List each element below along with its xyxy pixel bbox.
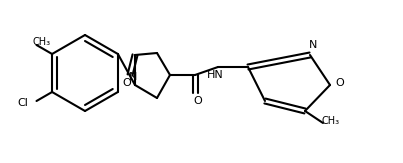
Text: N: N (309, 40, 317, 50)
Text: HN: HN (207, 70, 223, 80)
Text: CH₃: CH₃ (322, 116, 340, 126)
Text: O: O (336, 78, 345, 88)
Text: CH₃: CH₃ (32, 37, 50, 47)
Text: Cl: Cl (18, 98, 29, 108)
Text: O: O (193, 96, 202, 106)
Text: O: O (123, 78, 131, 88)
Text: N: N (129, 72, 137, 82)
